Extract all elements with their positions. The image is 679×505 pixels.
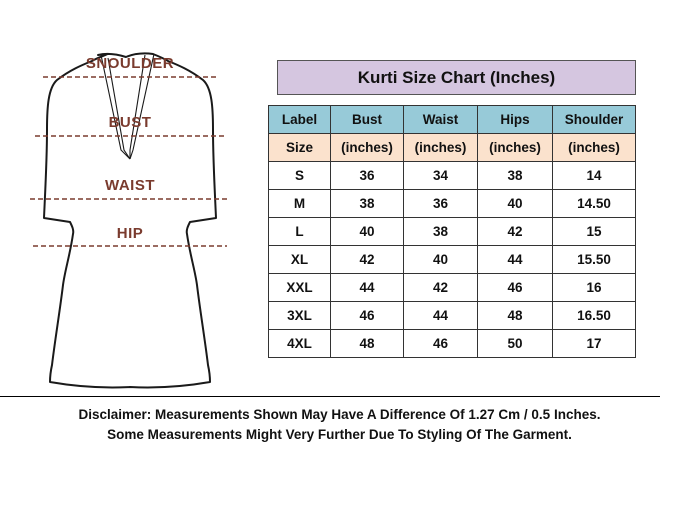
svg-text:HIP: HIP	[117, 225, 144, 242]
svg-text:WAIST: WAIST	[105, 177, 155, 194]
svg-text:SNOULDER: SNOULDER	[86, 55, 174, 72]
svg-text:BUST: BUST	[109, 114, 152, 131]
